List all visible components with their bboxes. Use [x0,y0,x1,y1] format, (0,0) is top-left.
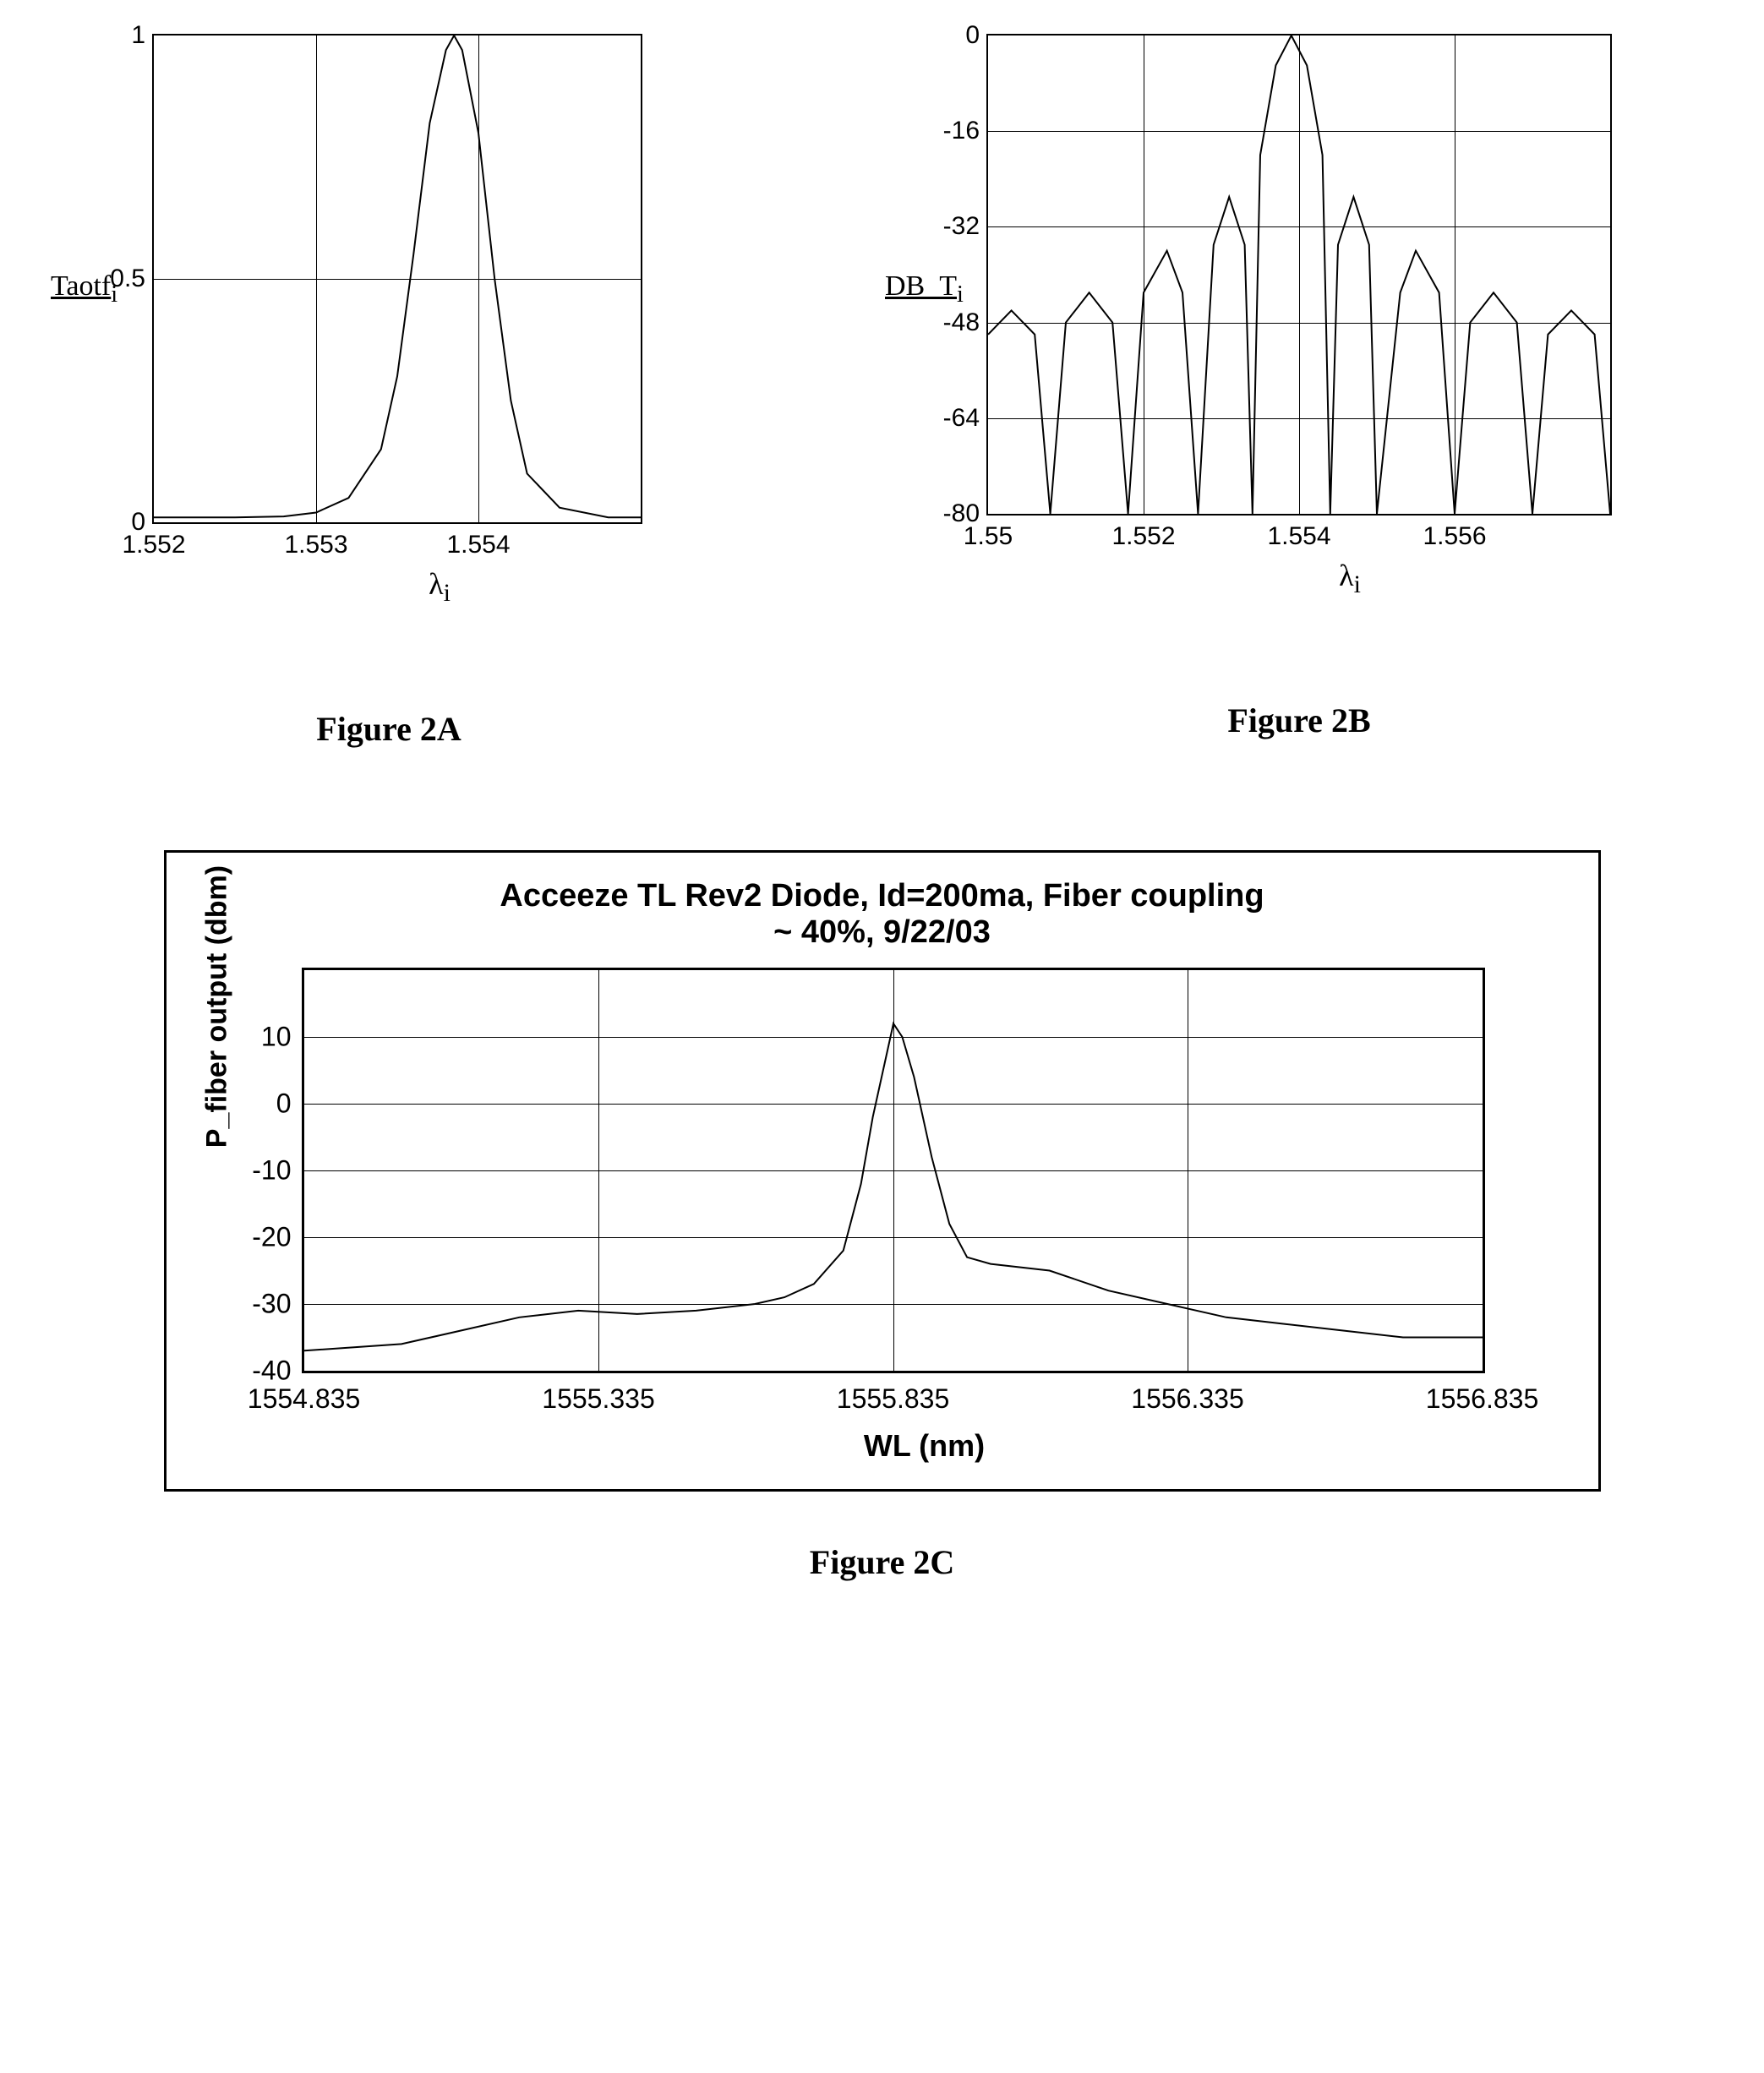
chart-b-plot: 1.551.5521.5541.5560-16-32-48-64-80 [986,34,1612,516]
x-tick: 1554.835 [248,1383,360,1415]
x-tick: 1555.335 [542,1383,654,1415]
chart-c-title: Acceeze TL Rev2 Diode, Id=200ma, Fiber c… [217,878,1548,951]
y-tick: 1 [131,21,145,50]
chart-a-ylabel: Taotfi [51,270,117,308]
y-tick: -64 [943,404,980,433]
x-tick: 1555.835 [837,1383,949,1415]
y-tick: 0 [276,1088,292,1120]
y-tick: -48 [943,308,980,337]
chart-c-ylabel: P_fiber output (dbm) [200,865,233,1148]
x-tick: 1.554 [446,531,510,559]
y-tick: -20 [252,1222,291,1253]
chart-a-caption: Figure 2A [51,709,727,749]
y-tick: 0 [965,21,980,50]
chart-a-plot: 1.5521.5531.55400.51 [152,34,642,524]
x-tick: 1556.835 [1426,1383,1538,1415]
y-tick: -30 [252,1289,291,1320]
x-tick: 1.553 [284,531,347,559]
y-tick: 0 [131,508,145,537]
chart-b-ylabel: DB_Ti [885,270,964,308]
x-tick: 1.554 [1267,522,1330,551]
y-tick: -40 [252,1356,291,1387]
chart-c-caption: Figure 2C [51,1542,1713,1582]
y-tick: -10 [252,1155,291,1187]
x-tick: 1556.335 [1131,1383,1243,1415]
chart-a-xlabel: λi [152,566,727,608]
x-tick: 1.552 [1111,522,1175,551]
x-tick: 1.556 [1423,522,1486,551]
chart-c-title-line2: ~ 40%, 9/22/03 [773,914,991,950]
chart-c-xlabel: WL (nm) [302,1428,1548,1464]
y-tick: -32 [943,212,980,241]
y-tick: -16 [943,117,980,145]
chart-b-container: DB_Ti 1.551.5521.5541.5560-16-32-48-64-8… [885,34,1713,749]
chart-b-caption: Figure 2B [885,701,1713,740]
chart-c-wrapper: P_fiber output (dbm) 1554.8351555.335155… [302,968,1548,1464]
chart-c-title-line1: Acceeze TL Rev2 Diode, Id=200ma, Fiber c… [500,878,1264,914]
chart-b-xlabel: λi [986,558,1713,599]
y-tick: 0.5 [110,265,145,293]
chart-c-container: Acceeze TL Rev2 Diode, Id=200ma, Fiber c… [164,850,1601,1492]
chart-c-plot: 1554.8351555.3351555.8351556.3351556.835… [302,968,1485,1373]
y-tick: 10 [261,1022,292,1053]
y-tick: -80 [943,499,980,528]
chart-a-container: Taotfi 1.5521.5531.55400.51 λi Figure 2A [51,34,727,749]
top-row: Taotfi 1.5521.5531.55400.51 λi Figure 2A… [51,34,1713,749]
